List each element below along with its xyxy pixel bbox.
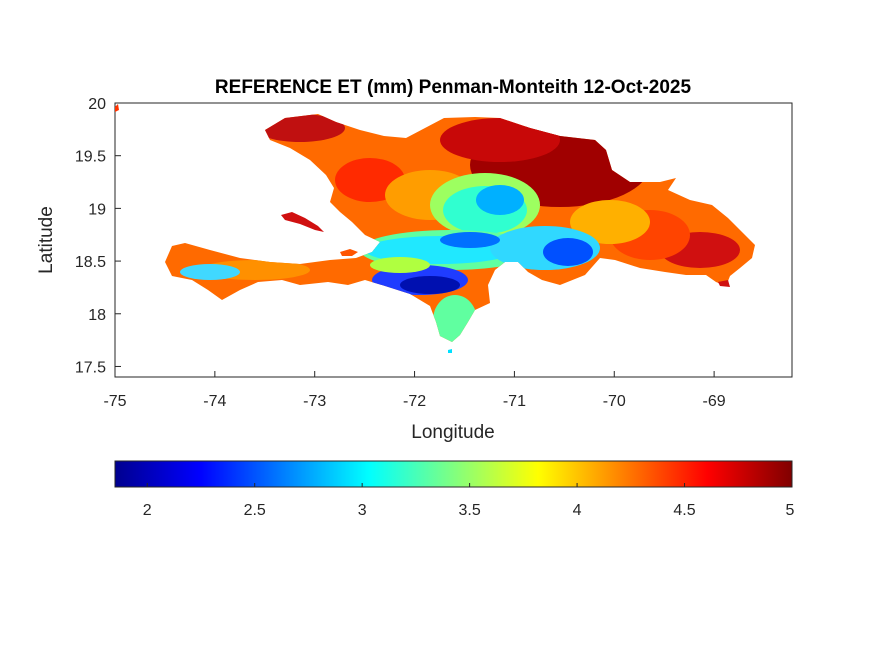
y-tick-label: 19.5 [75,149,106,166]
colorbar [114,460,793,488]
corner-speck [115,104,119,112]
y-tick-label: 20 [88,96,106,113]
colorbar-tick-label: 2 [143,502,152,519]
x-tick-label: -72 [403,393,426,410]
x-tick-label: -71 [503,393,526,410]
gonave-island [340,249,358,256]
x-axis-label: Longitude [411,422,494,443]
tortuga-island [281,212,324,232]
y-tick-label: 17.5 [75,359,106,376]
colorbar-tick-label: 3 [358,502,367,519]
colorbar-tick-label: 5 [786,502,795,519]
y-tick-label: 19 [88,201,106,218]
colorbar-tick-label: 2.5 [244,502,266,519]
y-axis-label: Latitude [36,206,57,274]
colorbar-tick-label: 4.5 [673,502,695,519]
x-tick-label: -75 [103,393,126,410]
y-tick-label: 18.5 [75,254,106,271]
x-tick-label: -70 [603,393,626,410]
colorbar-tick-label: 4 [573,502,582,519]
chart-title: REFERENCE ET (mm) Penman-Monteith 12-Oct… [215,77,692,98]
x-tick-label: -73 [303,393,326,410]
colorbar-ticks: 2 2.5 3 3.5 4 4.5 5 [143,483,795,519]
beata-island [448,349,452,353]
saona-island [718,280,730,287]
x-tick-label: -69 [703,393,726,410]
x-axis-ticks: -75 -74 -73 -72 -71 -70 -69 [103,371,726,410]
x-tick-label: -74 [203,393,226,410]
y-tick-label: 18 [88,307,106,324]
colorbar-tick-label: 3.5 [458,502,480,519]
y-axis-ticks: 20 19.5 19 18.5 18 17.5 [75,96,121,376]
